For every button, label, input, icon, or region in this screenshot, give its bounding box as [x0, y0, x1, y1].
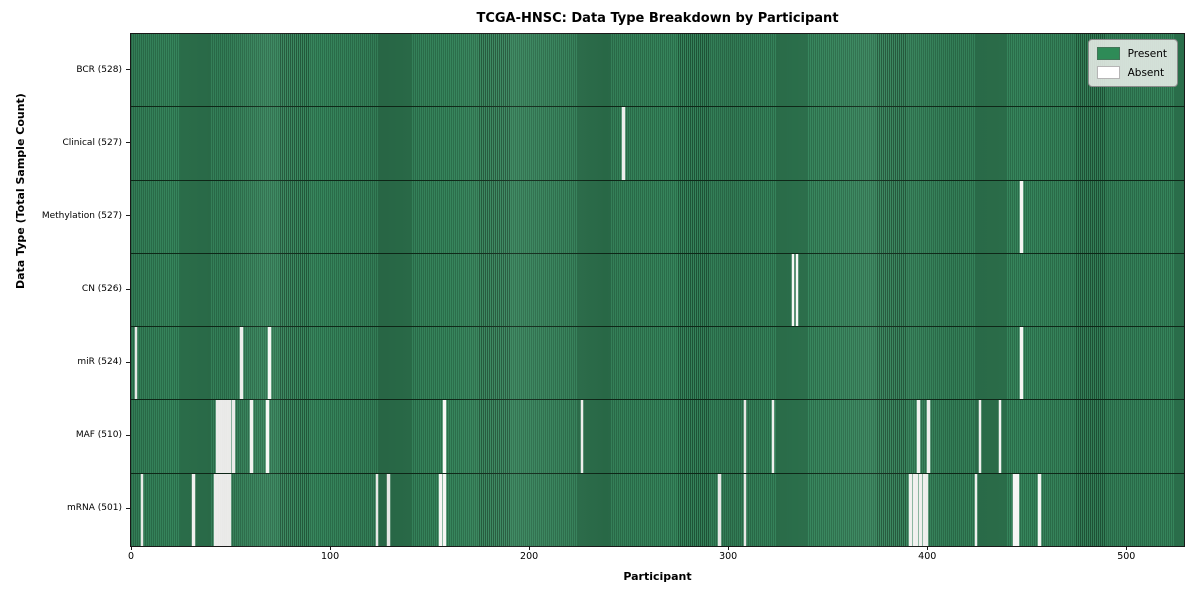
absent-marker: [908, 473, 912, 546]
heatmap-row-bcr: [131, 34, 1184, 108]
absent-marker: [914, 473, 918, 546]
absent-marker: [1012, 473, 1016, 546]
absent-marker: [134, 327, 138, 400]
x-tick-mark: [529, 546, 531, 550]
y-tick-label: CN (526): [81, 284, 122, 294]
y-tick-mark: [126, 69, 130, 71]
absent-marker: [240, 327, 243, 400]
legend: Present Absent: [1087, 39, 1178, 87]
x-tick-label: 0: [127, 551, 135, 562]
absent-marker: [375, 473, 379, 546]
absent-marker: [232, 400, 235, 473]
legend-item-present: Present: [1096, 47, 1167, 60]
y-tick-label: Methylation (527): [41, 210, 122, 221]
x-axis-label: Participant: [623, 570, 692, 583]
absent-marker: [717, 473, 721, 546]
absent-marker: [924, 473, 928, 546]
x-tick-mark: [728, 546, 730, 550]
absent-marker: [998, 400, 1002, 473]
absent-marker: [791, 253, 795, 327]
absent-marker: [220, 473, 223, 546]
absent-swatch: [1096, 66, 1120, 79]
absent-marker: [140, 473, 144, 546]
absent-marker: [974, 473, 978, 546]
y-tick-label: BCR (528): [76, 64, 122, 75]
heatmap-row-cn: [131, 253, 1184, 328]
absent-marker: [224, 473, 227, 546]
absent-marker: [387, 473, 391, 546]
absent-marker: [1016, 473, 1020, 546]
absent-marker: [926, 400, 930, 473]
absent-marker: [218, 400, 221, 473]
present-swatch: [1096, 47, 1120, 60]
absent-marker: [192, 473, 195, 546]
plot-area: [130, 33, 1185, 547]
absent-marker: [1020, 180, 1024, 253]
absent-marker: [443, 473, 446, 546]
absent-marker: [224, 400, 227, 473]
absent-marker: [1020, 327, 1024, 400]
legend-label-present: Present: [1127, 47, 1167, 60]
x-tick-mark: [1126, 546, 1128, 550]
absent-marker: [222, 473, 225, 546]
legend-label-absent: Absent: [1127, 66, 1165, 79]
absent-marker: [622, 107, 625, 180]
absent-marker: [916, 400, 920, 473]
heatmap-row-clinical: [131, 107, 1184, 181]
absent-marker: [795, 253, 799, 327]
y-tick-label: Clinical (527): [62, 137, 122, 148]
absent-marker: [912, 473, 916, 546]
absent-marker: [266, 400, 269, 473]
x-tick-mark: [330, 546, 332, 550]
absent-marker: [743, 473, 747, 546]
absent-marker: [1038, 473, 1041, 546]
y-tick-mark: [126, 142, 130, 144]
chart-title: TCGA-HNSC: Data Type Breakdown by Partic…: [476, 11, 839, 26]
y-tick-label: MAF (510): [75, 430, 122, 441]
heatmap-row-mrna: [131, 473, 1184, 546]
absent-marker: [580, 400, 584, 473]
absent-marker: [250, 400, 253, 473]
y-tick-mark: [126, 434, 130, 436]
absent-marker: [222, 400, 225, 473]
absent-marker: [922, 473, 926, 546]
x-tick-label: 100: [320, 551, 340, 562]
x-tick-label: 200: [520, 551, 539, 562]
y-tick-mark: [126, 215, 130, 217]
y-tick-mark: [126, 361, 130, 363]
heatmap-row-maf: [131, 400, 1184, 474]
absent-marker: [220, 400, 223, 473]
absent-marker: [226, 400, 229, 473]
y-tick-mark: [126, 288, 130, 290]
absent-marker: [218, 473, 221, 546]
heatmap-row-methylation: [131, 180, 1184, 254]
x-tick-label: 400: [918, 551, 937, 562]
heatmap-row-mir: [131, 327, 1184, 401]
absent-marker: [978, 400, 982, 473]
absent-marker: [743, 400, 747, 473]
absent-marker: [439, 473, 442, 546]
y-tick-label: mRNA (501): [67, 503, 122, 514]
y-tick-label: miR (524): [77, 357, 122, 368]
y-tick-mark: [126, 507, 130, 509]
absent-marker: [228, 400, 231, 473]
absent-marker: [216, 400, 219, 473]
absent-marker: [443, 400, 446, 473]
absent-marker: [226, 473, 229, 546]
legend-item-absent: Absent: [1096, 66, 1167, 79]
x-tick-label: 300: [719, 551, 738, 562]
absent-marker: [918, 473, 922, 546]
x-tick-mark: [927, 546, 929, 550]
absent-marker: [771, 400, 775, 473]
absent-marker: [268, 327, 271, 400]
absent-marker: [228, 473, 231, 546]
x-tick-label: 500: [1117, 551, 1136, 562]
absent-marker: [216, 473, 219, 546]
absent-marker: [1014, 473, 1018, 546]
absent-marker: [214, 473, 217, 546]
x-tick-mark: [131, 546, 132, 550]
